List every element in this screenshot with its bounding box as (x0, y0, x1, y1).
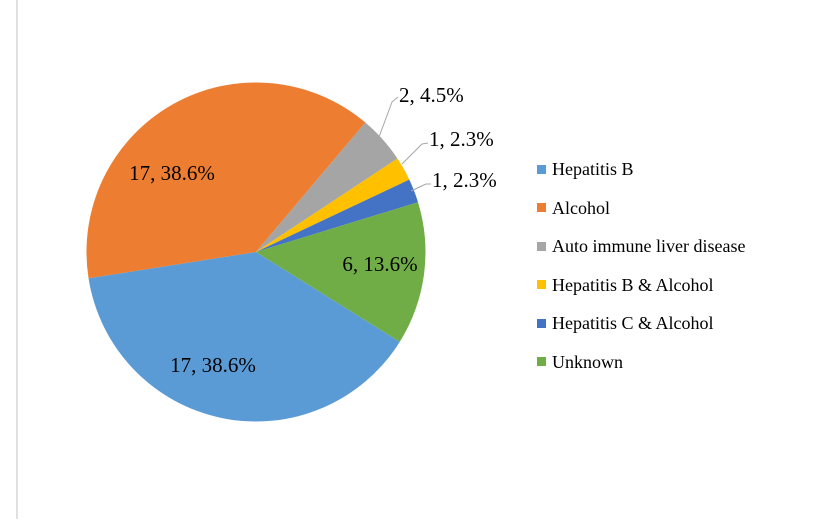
leader-line-hepatitis-c-alcohol (410, 183, 431, 192)
leader-line-auto-immune-liver-disease (378, 96, 399, 138)
legend-label: Auto immune liver disease (552, 236, 746, 257)
pie-slice-alcohol[interactable] (86, 82, 366, 279)
page-left-border (16, 0, 18, 519)
legend-item-alcohol[interactable]: Alcohol (537, 189, 745, 228)
data-label-hepatitis-c-alcohol: 1, 2.3% (432, 168, 497, 192)
legend-label: Hepatitis B (552, 159, 634, 180)
legend-item-unknown[interactable]: Unknown (537, 343, 745, 382)
data-label-auto-immune-liver-disease: 2, 4.5% (399, 83, 464, 107)
pie-slice-auto-immune-liver-disease[interactable] (256, 122, 398, 253)
legend-label: Hepatitis B & Alcohol (552, 274, 714, 295)
legend-swatch-icon (537, 318, 546, 328)
legend-swatch-icon (537, 203, 546, 213)
legend-item-auto-immune-liver-disease[interactable]: Auto immune liver disease (537, 227, 745, 266)
pie-slice-hepatitis-b[interactable] (88, 252, 400, 422)
legend-label: Alcohol (552, 197, 610, 218)
pie-slice-hepatitis-b-alcohol[interactable] (256, 158, 410, 252)
data-label-hepatitis-b: 17, 38.6% (170, 353, 256, 377)
data-label-hepatitis-b-alcohol: 1, 2.3% (429, 127, 494, 151)
leader-line-hepatitis-b-alcohol (401, 142, 429, 165)
pie-slice-unknown[interactable] (256, 202, 426, 342)
legend-item-hepatitis-b-alcohol[interactable]: Hepatitis B & Alcohol (537, 266, 745, 305)
legend-label: Unknown (552, 351, 623, 372)
pie-slice-hepatitis-c-alcohol[interactable] (256, 179, 419, 252)
pie-slices (86, 82, 426, 422)
data-label-alcohol: 17, 38.6% (129, 161, 215, 185)
data-label-unknown: 6, 13.6% (342, 252, 417, 276)
data-labels: 17, 38.6% 17, 38.6% 2, 4.5% 1, 2.3% 1, 2.3% 6… (129, 83, 497, 377)
legend-swatch-icon (537, 241, 546, 251)
chart-legend: Hepatitis B Alcohol Auto immune liver di… (537, 150, 745, 381)
legend-swatch-icon (537, 164, 546, 174)
legend-label: Hepatitis C & Alcohol (552, 313, 714, 334)
legend-item-hepatitis-b[interactable]: Hepatitis B (537, 150, 745, 189)
legend-swatch-icon (537, 357, 546, 367)
legend-swatch-icon (537, 280, 546, 290)
legend-item-hepatitis-c-alcohol[interactable]: Hepatitis C & Alcohol (537, 304, 745, 343)
label-leader-lines (378, 96, 431, 192)
